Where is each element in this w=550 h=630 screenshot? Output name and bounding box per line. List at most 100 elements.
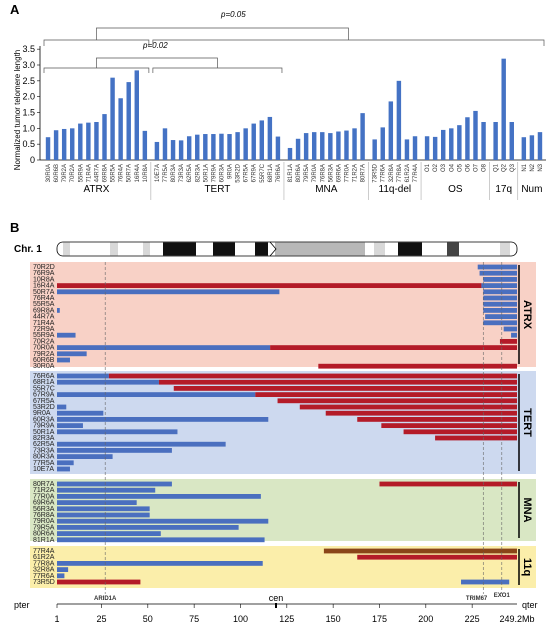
segment — [57, 573, 65, 579]
bar — [211, 134, 216, 160]
sample-label: 79R9A — [211, 164, 217, 182]
bar — [404, 139, 410, 160]
row-label: 60R6B — [33, 357, 55, 364]
ideogram-band — [398, 242, 422, 256]
bar — [457, 125, 462, 160]
row-label: 53R2D — [33, 404, 55, 411]
bar — [61, 128, 67, 160]
sample-label: 53R2D — [236, 163, 242, 182]
bar — [251, 123, 256, 160]
sample-label: 55R9A — [78, 164, 84, 182]
axis-tick-label: 125 — [279, 614, 294, 624]
row-label: 81R1A — [33, 537, 55, 544]
row-label: 32R8A — [33, 567, 55, 574]
row-label: 62R5A — [33, 441, 55, 448]
bar — [360, 113, 365, 160]
ideogram-band — [374, 242, 385, 256]
qter-label: qter — [522, 600, 538, 610]
segment — [483, 308, 517, 313]
sample-label: 71R4A — [86, 164, 92, 182]
sample-label: 60R6B — [54, 164, 60, 182]
bracket-outer-left — [43, 39, 150, 46]
sample-label: O6 — [465, 163, 471, 172]
ideogram-band — [213, 242, 235, 256]
bar — [219, 133, 224, 160]
row-label: 44R7A — [33, 314, 55, 321]
row-label: 77R5A — [33, 460, 55, 467]
bar — [126, 82, 131, 160]
row-label: 77R4A — [33, 548, 55, 555]
bar — [388, 101, 394, 160]
segment — [57, 525, 239, 530]
bracket-p005 — [96, 27, 349, 40]
axis-end-label: 249.2Mb — [499, 614, 534, 624]
sample-label: 76R4A — [119, 164, 125, 182]
centromere-label: cen — [269, 593, 284, 603]
segment — [299, 404, 517, 410]
row-label: 71R4A — [33, 320, 55, 327]
segment — [108, 373, 518, 379]
row-label: 30R0A — [33, 363, 55, 370]
segment — [57, 500, 137, 505]
bar — [243, 128, 248, 160]
row-label: 69R8A — [33, 307, 55, 314]
row-label: 55R7C — [33, 385, 55, 392]
group-label: TERT — [204, 184, 230, 195]
row-label: 76R8A — [33, 512, 55, 519]
segment — [483, 277, 517, 282]
y-tick-label: 2.5 — [22, 76, 35, 86]
sample-label: 73R3A — [179, 164, 185, 182]
segment — [57, 460, 74, 466]
sample-label: O1 — [425, 163, 431, 172]
sample-label: 69R8A — [103, 164, 109, 182]
bar — [118, 98, 123, 160]
segment — [57, 429, 178, 435]
segment — [499, 339, 517, 344]
segment — [57, 518, 269, 524]
y-axis-label: Normalized tumor telomere length — [13, 50, 22, 171]
axis-tick-label: 25 — [96, 614, 106, 624]
bar — [424, 136, 430, 160]
sample-label: 79R5A — [304, 164, 310, 182]
group-side-label: ATRX — [521, 300, 533, 330]
segment — [57, 404, 67, 410]
bar — [170, 140, 176, 160]
segment — [381, 423, 517, 428]
y-tick-label: 0 — [30, 155, 35, 165]
sample-label: 67R9A — [252, 164, 258, 182]
bar — [320, 132, 325, 160]
segment — [57, 579, 141, 585]
segment — [57, 454, 113, 459]
row-label: 10R8A — [33, 276, 55, 283]
group-label: ATRX — [83, 184, 109, 195]
sample-label: N3 — [538, 163, 544, 171]
sample-label: O3 — [441, 163, 447, 172]
bar — [227, 134, 232, 160]
bar — [372, 139, 377, 160]
bar — [432, 136, 438, 160]
panel-b-segment-chart: B Chr. 1 70R2D76R9A10R8A16R4A50R7A76R4A5… — [10, 220, 538, 624]
row-label: 70R2D — [33, 264, 55, 271]
sample-label: O8 — [482, 163, 488, 172]
bar — [86, 122, 91, 160]
row-label: 10E7A — [33, 466, 54, 473]
group-label: OS — [448, 184, 463, 195]
bar — [134, 70, 139, 160]
sample-label: O4 — [449, 163, 455, 172]
row-label: 80R6A — [33, 531, 55, 538]
gene-label: EXO1 — [494, 593, 511, 599]
row-label: 79R0A — [33, 518, 55, 525]
segment — [57, 441, 226, 447]
sample-label: 80R3A — [171, 164, 177, 182]
row-label: 79R9A — [33, 423, 55, 430]
row-label: 80R7A — [33, 481, 55, 488]
segment — [57, 561, 263, 566]
segment — [57, 417, 269, 422]
segment — [318, 363, 517, 369]
segment — [485, 314, 517, 319]
segment — [483, 289, 517, 295]
segment — [57, 332, 76, 338]
segment — [357, 417, 517, 422]
row-label: 73R5D — [33, 579, 55, 586]
sample-label: 76R8A — [320, 164, 326, 182]
